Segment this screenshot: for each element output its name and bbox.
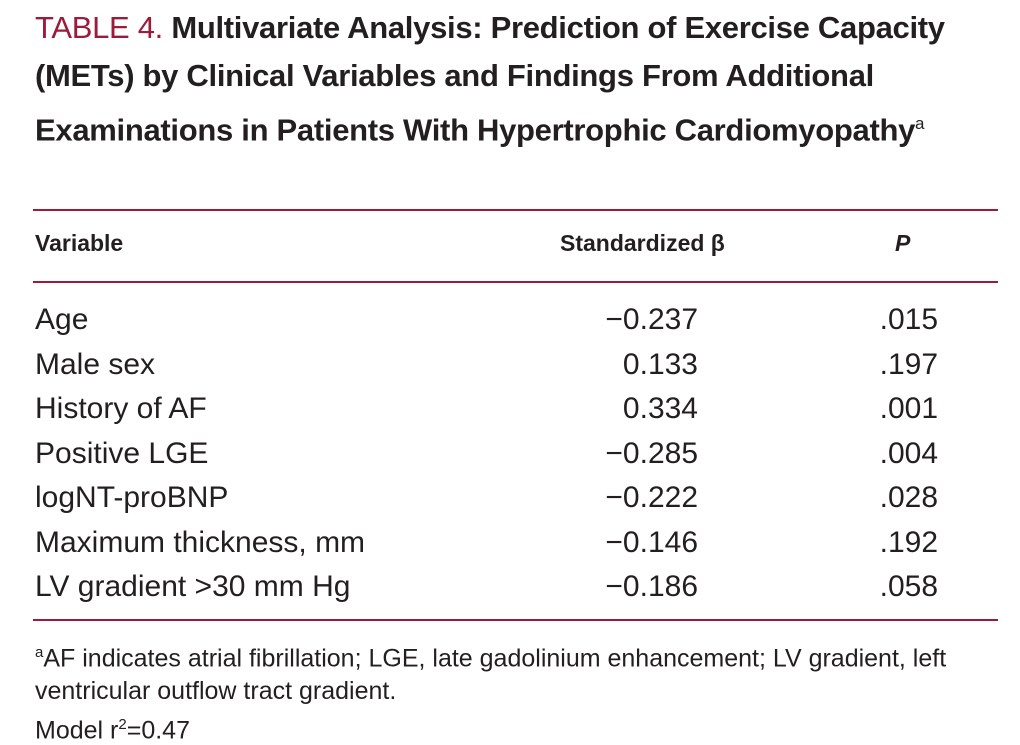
table-cell: 0.334 (622, 392, 698, 425)
header-cell: Standardized β (560, 230, 725, 256)
table-title: TABLE 4. Multivariate Analysis: Predicti… (35, 4, 1010, 154)
footnote: aAF indicates atrial fibrillation; LGE, … (35, 636, 1010, 745)
table-cell: −0.186 (605, 570, 698, 603)
title-footnote-mark: a (915, 114, 925, 133)
table-cell: Maximum thickness, mm (35, 525, 366, 559)
table-cell: .028 (879, 481, 938, 514)
table-cell: −0.146 (605, 525, 698, 559)
title-label: TABLE 4. (35, 10, 163, 45)
table-cell: .001 (879, 392, 938, 425)
footnote-text: AF indicates atrial fibrillation; LGE, l… (35, 644, 947, 706)
header-cell: Variable (35, 230, 124, 256)
table-cell: Male sex (35, 347, 156, 381)
model-prefix: Model r (35, 716, 119, 745)
model-suffix: =0.47 (126, 716, 190, 745)
table-cell: .004 (879, 436, 938, 470)
rule (33, 209, 998, 211)
rule (33, 619, 998, 621)
table-cell: Age (35, 303, 89, 336)
header-cell: P (895, 230, 911, 256)
table-cell: .192 (879, 525, 938, 559)
table-cell: .197 (879, 347, 938, 381)
table-cell: −0.222 (605, 481, 698, 514)
table-cell: .058 (879, 570, 938, 603)
footnote-mark: a (35, 644, 44, 661)
table-cell: −0.237 (605, 303, 698, 336)
table-cell: .015 (879, 303, 938, 336)
model-sup: 2 (118, 716, 127, 734)
table-cell: History of AF (35, 392, 207, 425)
table-cell: logNT-proBNP (35, 481, 229, 514)
table-cell: 0.133 (622, 347, 698, 381)
table-cell: −0.285 (605, 436, 698, 470)
rule (33, 281, 998, 283)
table-cell: LV gradient >30 mm Hg (35, 570, 351, 603)
table-cell: Positive LGE (35, 436, 209, 470)
title-text: Multivariate Analysis: Prediction of Exe… (35, 10, 945, 148)
